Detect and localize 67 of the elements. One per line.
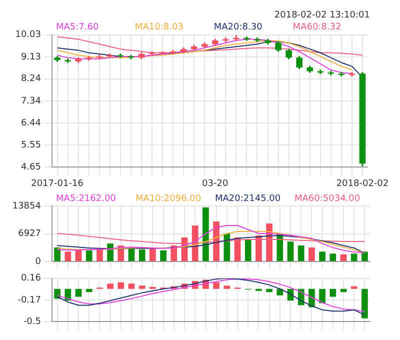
y-tick-label: 10.03 — [15, 30, 41, 40]
bar — [319, 288, 326, 304]
candlestick — [317, 70, 324, 74]
bar — [107, 244, 114, 262]
bar — [64, 252, 72, 262]
y-tick-label: 8.24 — [20, 74, 42, 84]
text: MA20:2145.00 — [215, 194, 281, 204]
bar — [319, 252, 326, 262]
bar — [340, 254, 347, 262]
bar — [86, 250, 92, 262]
candlestick — [64, 58, 71, 63]
bar — [224, 234, 230, 262]
bar — [362, 252, 368, 262]
bar — [330, 288, 336, 297]
y-tick-label: 7.34 — [20, 96, 42, 106]
bar — [138, 286, 146, 289]
candlestick — [254, 38, 260, 42]
bar — [266, 288, 272, 292]
bar — [118, 282, 124, 289]
text: MA5:2162.00 — [56, 194, 116, 204]
bar — [64, 288, 72, 301]
y-tick-label: 13854 — [12, 201, 42, 212]
y-tick-label: 0.16 — [20, 274, 42, 284]
y-tick-label: 5.55 — [20, 140, 41, 150]
bar — [350, 286, 358, 289]
series-label: MA20:8.30 — [214, 22, 263, 33]
x-tick-label: 03-20 — [202, 178, 228, 189]
bar — [75, 288, 82, 297]
y-tick-label: 4.65 — [20, 162, 41, 173]
bar — [276, 288, 284, 296]
bar — [213, 221, 220, 262]
bar — [128, 284, 135, 289]
y-tick-label: 6.44 — [20, 118, 42, 128]
bar — [298, 246, 304, 262]
bar — [287, 242, 294, 262]
y-tick-label: 6927 — [18, 229, 41, 240]
x-tick-label: 2017-01-16 — [31, 178, 84, 189]
bar — [86, 288, 92, 292]
y-tick-label: 9.13 — [20, 52, 41, 62]
y-tick-label: 0 — [35, 256, 42, 267]
bar — [256, 236, 262, 262]
y-tick-label: -0.17 — [18, 295, 41, 306]
text: MA5:7.60 — [56, 22, 99, 33]
candlestick — [86, 56, 92, 60]
text: MA10:2096.00 — [136, 194, 202, 204]
bar — [330, 254, 336, 262]
text: MA10:8.03 — [134, 22, 184, 33]
bar — [170, 246, 178, 262]
bar — [107, 284, 114, 289]
y-tick-label: -0.5 — [23, 316, 41, 327]
bar — [138, 250, 146, 262]
bar — [54, 248, 60, 262]
bar — [224, 286, 230, 289]
bar — [350, 254, 358, 262]
candlestick — [222, 38, 229, 42]
bar — [308, 248, 315, 262]
bar — [160, 250, 166, 262]
bar — [244, 240, 252, 262]
text: MA60:5034.00 — [294, 194, 360, 204]
bar — [266, 223, 272, 262]
bar — [213, 282, 220, 289]
bar — [362, 288, 368, 318]
chart-title: 2018-02-02 13:10:01 — [274, 10, 370, 21]
series-label: MA60:8.32 — [292, 22, 342, 33]
candlestick — [106, 54, 114, 58]
x-tick-label: 2018-02-02 — [336, 178, 389, 189]
bar — [150, 248, 156, 262]
